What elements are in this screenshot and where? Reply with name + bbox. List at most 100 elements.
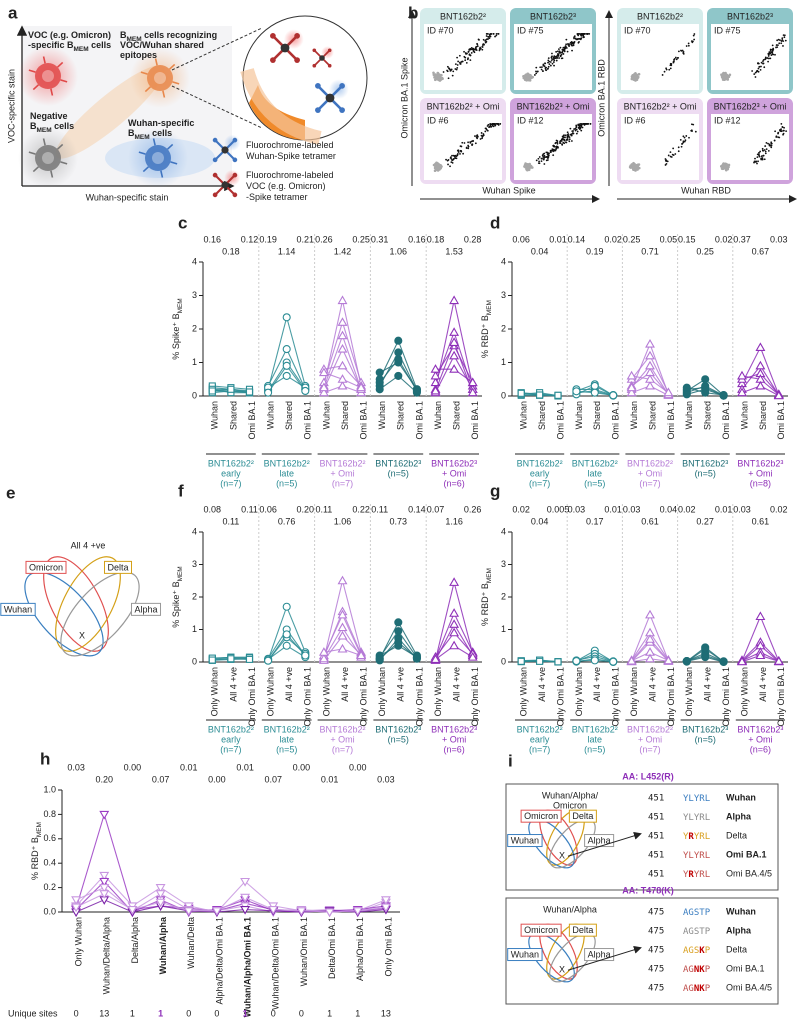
receptor xyxy=(168,63,176,70)
text-segment: % RBD⁺ B xyxy=(30,837,40,880)
data-point xyxy=(375,385,384,394)
cell-dot xyxy=(782,129,785,132)
data-point xyxy=(282,630,291,639)
residue: P xyxy=(705,908,711,918)
data-point xyxy=(375,654,384,663)
cell-dot xyxy=(545,69,548,72)
cell-dot xyxy=(551,62,554,65)
cell-dot xyxy=(552,148,555,151)
cell-dot xyxy=(566,133,569,136)
group-label: early xyxy=(221,468,241,478)
data-point xyxy=(282,345,291,354)
residue: A xyxy=(683,927,689,937)
cell-dot xyxy=(763,158,766,161)
median-label: 0.02 xyxy=(715,234,733,244)
text-segment: B xyxy=(120,30,127,40)
median-label: 0.61 xyxy=(641,516,659,526)
cell-dot xyxy=(758,155,761,158)
cell-dot xyxy=(692,123,695,126)
unique-sites-value: 0 xyxy=(214,1008,219,1018)
cell-dot xyxy=(463,142,466,144)
median-label: 0.20 xyxy=(297,504,315,514)
box xyxy=(505,783,779,891)
cell-dot xyxy=(544,62,547,65)
venn-label: Alpha xyxy=(588,950,611,960)
median-label: 0.01 xyxy=(549,234,567,244)
cell-dot xyxy=(547,59,550,62)
x-tick-label: Only Wuhan xyxy=(519,667,529,716)
cell-dot xyxy=(757,67,760,70)
text-segment: MEM xyxy=(486,568,493,583)
text-line: epitopes xyxy=(120,50,157,60)
y-tick-label: 0 xyxy=(192,390,197,400)
text-segment: Fluorochrome-labeled xyxy=(246,170,334,180)
x-tick-label: Omi BA.1 xyxy=(555,401,565,440)
cell-dot xyxy=(555,146,558,148)
cell-dot xyxy=(542,63,545,66)
cell-dot xyxy=(783,36,786,39)
cell-dot xyxy=(760,155,763,158)
cell-dot xyxy=(753,73,756,75)
residue: Y xyxy=(694,813,700,823)
residue: L xyxy=(705,794,710,804)
group-label: + Omi xyxy=(748,734,772,744)
data-point xyxy=(337,630,348,640)
cell-dot xyxy=(636,168,639,171)
data-point xyxy=(430,385,441,395)
sequence: YLYRL xyxy=(683,813,710,823)
cell-dot xyxy=(472,140,474,142)
axis-title: Wuhan-specific stain xyxy=(86,192,169,202)
y-axis-title: % Spike⁺ BMEM xyxy=(171,566,184,627)
cell-dot xyxy=(723,78,726,82)
tetramer-end xyxy=(232,192,238,198)
cell-dot xyxy=(728,73,732,77)
y-tick-label: 4 xyxy=(501,256,506,266)
seq-position: 475 xyxy=(648,927,664,937)
variant-name: Omi BA.4/5 xyxy=(726,868,772,878)
residue: G xyxy=(688,965,693,975)
data-point xyxy=(240,877,251,887)
cell-dot xyxy=(767,57,770,60)
venn-label-box xyxy=(103,560,133,574)
cell-dot xyxy=(552,144,555,147)
panel-letter: b xyxy=(408,3,418,22)
median-label: 0.03 xyxy=(568,504,586,514)
residue: G xyxy=(688,984,693,994)
data-point xyxy=(282,641,291,650)
residue: T xyxy=(699,908,705,918)
cell-dot xyxy=(760,157,762,160)
plot-title: BNT162b2² + Omi xyxy=(427,101,500,111)
data-point xyxy=(245,388,254,396)
cell-dot xyxy=(435,165,439,169)
x-tick-label: Shared xyxy=(592,401,602,430)
receptor xyxy=(160,170,164,178)
cell-dot xyxy=(490,123,492,126)
cell-dot xyxy=(777,44,779,47)
group-label: (n=7) xyxy=(332,744,353,754)
cell-dot xyxy=(756,162,758,165)
cell-dot xyxy=(536,70,539,73)
y-tick-label: 1 xyxy=(501,357,506,367)
cell-dot xyxy=(778,136,781,139)
tetramer-end xyxy=(232,172,238,178)
cell-dot xyxy=(635,164,638,168)
tetramer-core xyxy=(221,146,229,154)
data-point xyxy=(282,371,291,380)
tetramer-end xyxy=(212,137,218,143)
cell-dot xyxy=(754,157,756,160)
text-line: BMEM cells recognizing xyxy=(120,30,217,43)
cell-dot xyxy=(562,46,565,49)
data-point xyxy=(282,313,291,322)
cell-dot xyxy=(450,156,452,159)
cell-dot xyxy=(535,159,538,162)
cell-dot xyxy=(764,145,767,147)
cell-dot xyxy=(491,124,494,127)
cell-dot xyxy=(663,70,666,73)
median-label: 0.07 xyxy=(264,774,282,784)
cell-dot xyxy=(546,151,549,154)
venn-label: Wuhan xyxy=(511,950,539,960)
cell-dot xyxy=(756,153,759,156)
tetramer-end xyxy=(212,192,218,198)
cell-dot xyxy=(566,131,569,134)
x-tick-label: Wuhan xyxy=(519,401,529,429)
